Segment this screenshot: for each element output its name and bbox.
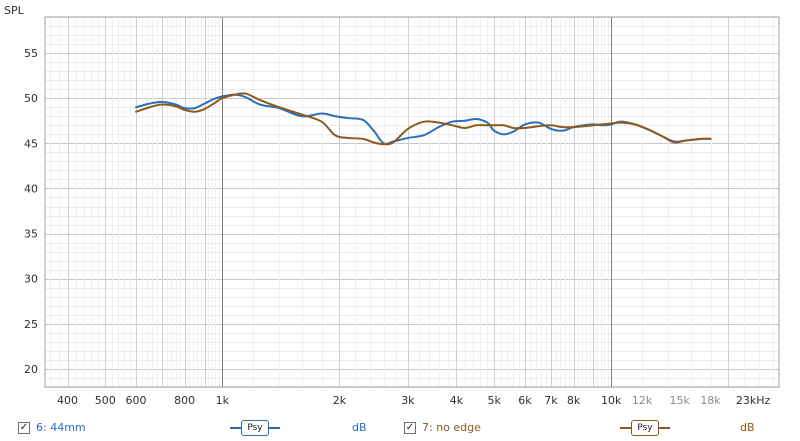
x-tick-label: 12k [632, 394, 653, 407]
x-tick-label: 4k [450, 394, 464, 407]
psy-label: Psy [241, 420, 269, 436]
psy-label: Psy [631, 420, 659, 436]
checkbox-icon[interactable]: ✓ [18, 421, 30, 434]
x-tick-label: 800 [174, 394, 195, 407]
x-tick-label: 500 [95, 394, 116, 407]
y-tick-label: 25 [24, 318, 38, 331]
x-tick-label: 1k [216, 394, 230, 407]
x-tick-label: 6k [518, 394, 532, 407]
y-tick-label: 55 [24, 47, 38, 60]
series-line-2 [135, 92, 712, 146]
x-tick-label: 2k [333, 394, 347, 407]
x-tick-label: 7k [544, 394, 558, 407]
y-axis-labels: 20 25 30 35 40 45 50 55 [24, 47, 38, 376]
plot-border [44, 16, 780, 388]
x-tick-label: 23kHz [736, 394, 771, 407]
x-tick-label: 18k [700, 394, 721, 407]
legend-series-label: 6: 44mm [36, 421, 86, 434]
legend-item-series-2[interactable]: ✓ 7: no edge [404, 414, 481, 441]
x-tick-label: 10k [601, 394, 622, 407]
x-tick-label: 600 [126, 394, 147, 407]
x-tick-label: 400 [57, 394, 78, 407]
x-tick-label: 15k [670, 394, 691, 407]
legend-series-label: 7: no edge [422, 421, 481, 434]
legend-item-series-1[interactable]: ✓ 6: 44mm [18, 414, 86, 441]
unit-label: dB [352, 421, 367, 434]
legend: ✓ 6: 44mm Psy dB ✓ 7: no edge Psy dB [0, 414, 800, 441]
y-tick-label: 20 [24, 363, 38, 376]
x-tick-label: 8k [567, 394, 581, 407]
x-tick-label: 5k [487, 394, 501, 407]
y-tick-label: 45 [24, 137, 38, 150]
unit-label: dB [740, 421, 755, 434]
psy-smoothing-button[interactable]: Psy [620, 420, 670, 436]
grid [45, 17, 779, 388]
y-tick-label: 50 [24, 92, 38, 105]
y-tick-label: 35 [24, 228, 38, 241]
series-layer [135, 92, 712, 146]
y-axis-title: SPL [4, 4, 25, 17]
checkbox-icon[interactable]: ✓ [404, 421, 416, 434]
x-axis-labels: 400 500 600 800 1k 2k 3k 4k 5k 6k 7k 8k 10k 12k 15k 18k… [57, 394, 771, 407]
psy-smoothing-button[interactable]: Psy [230, 420, 280, 436]
x-tick-label: 3k [401, 394, 415, 407]
y-tick-label: 30 [24, 273, 38, 286]
y-tick-label: 40 [24, 182, 38, 195]
